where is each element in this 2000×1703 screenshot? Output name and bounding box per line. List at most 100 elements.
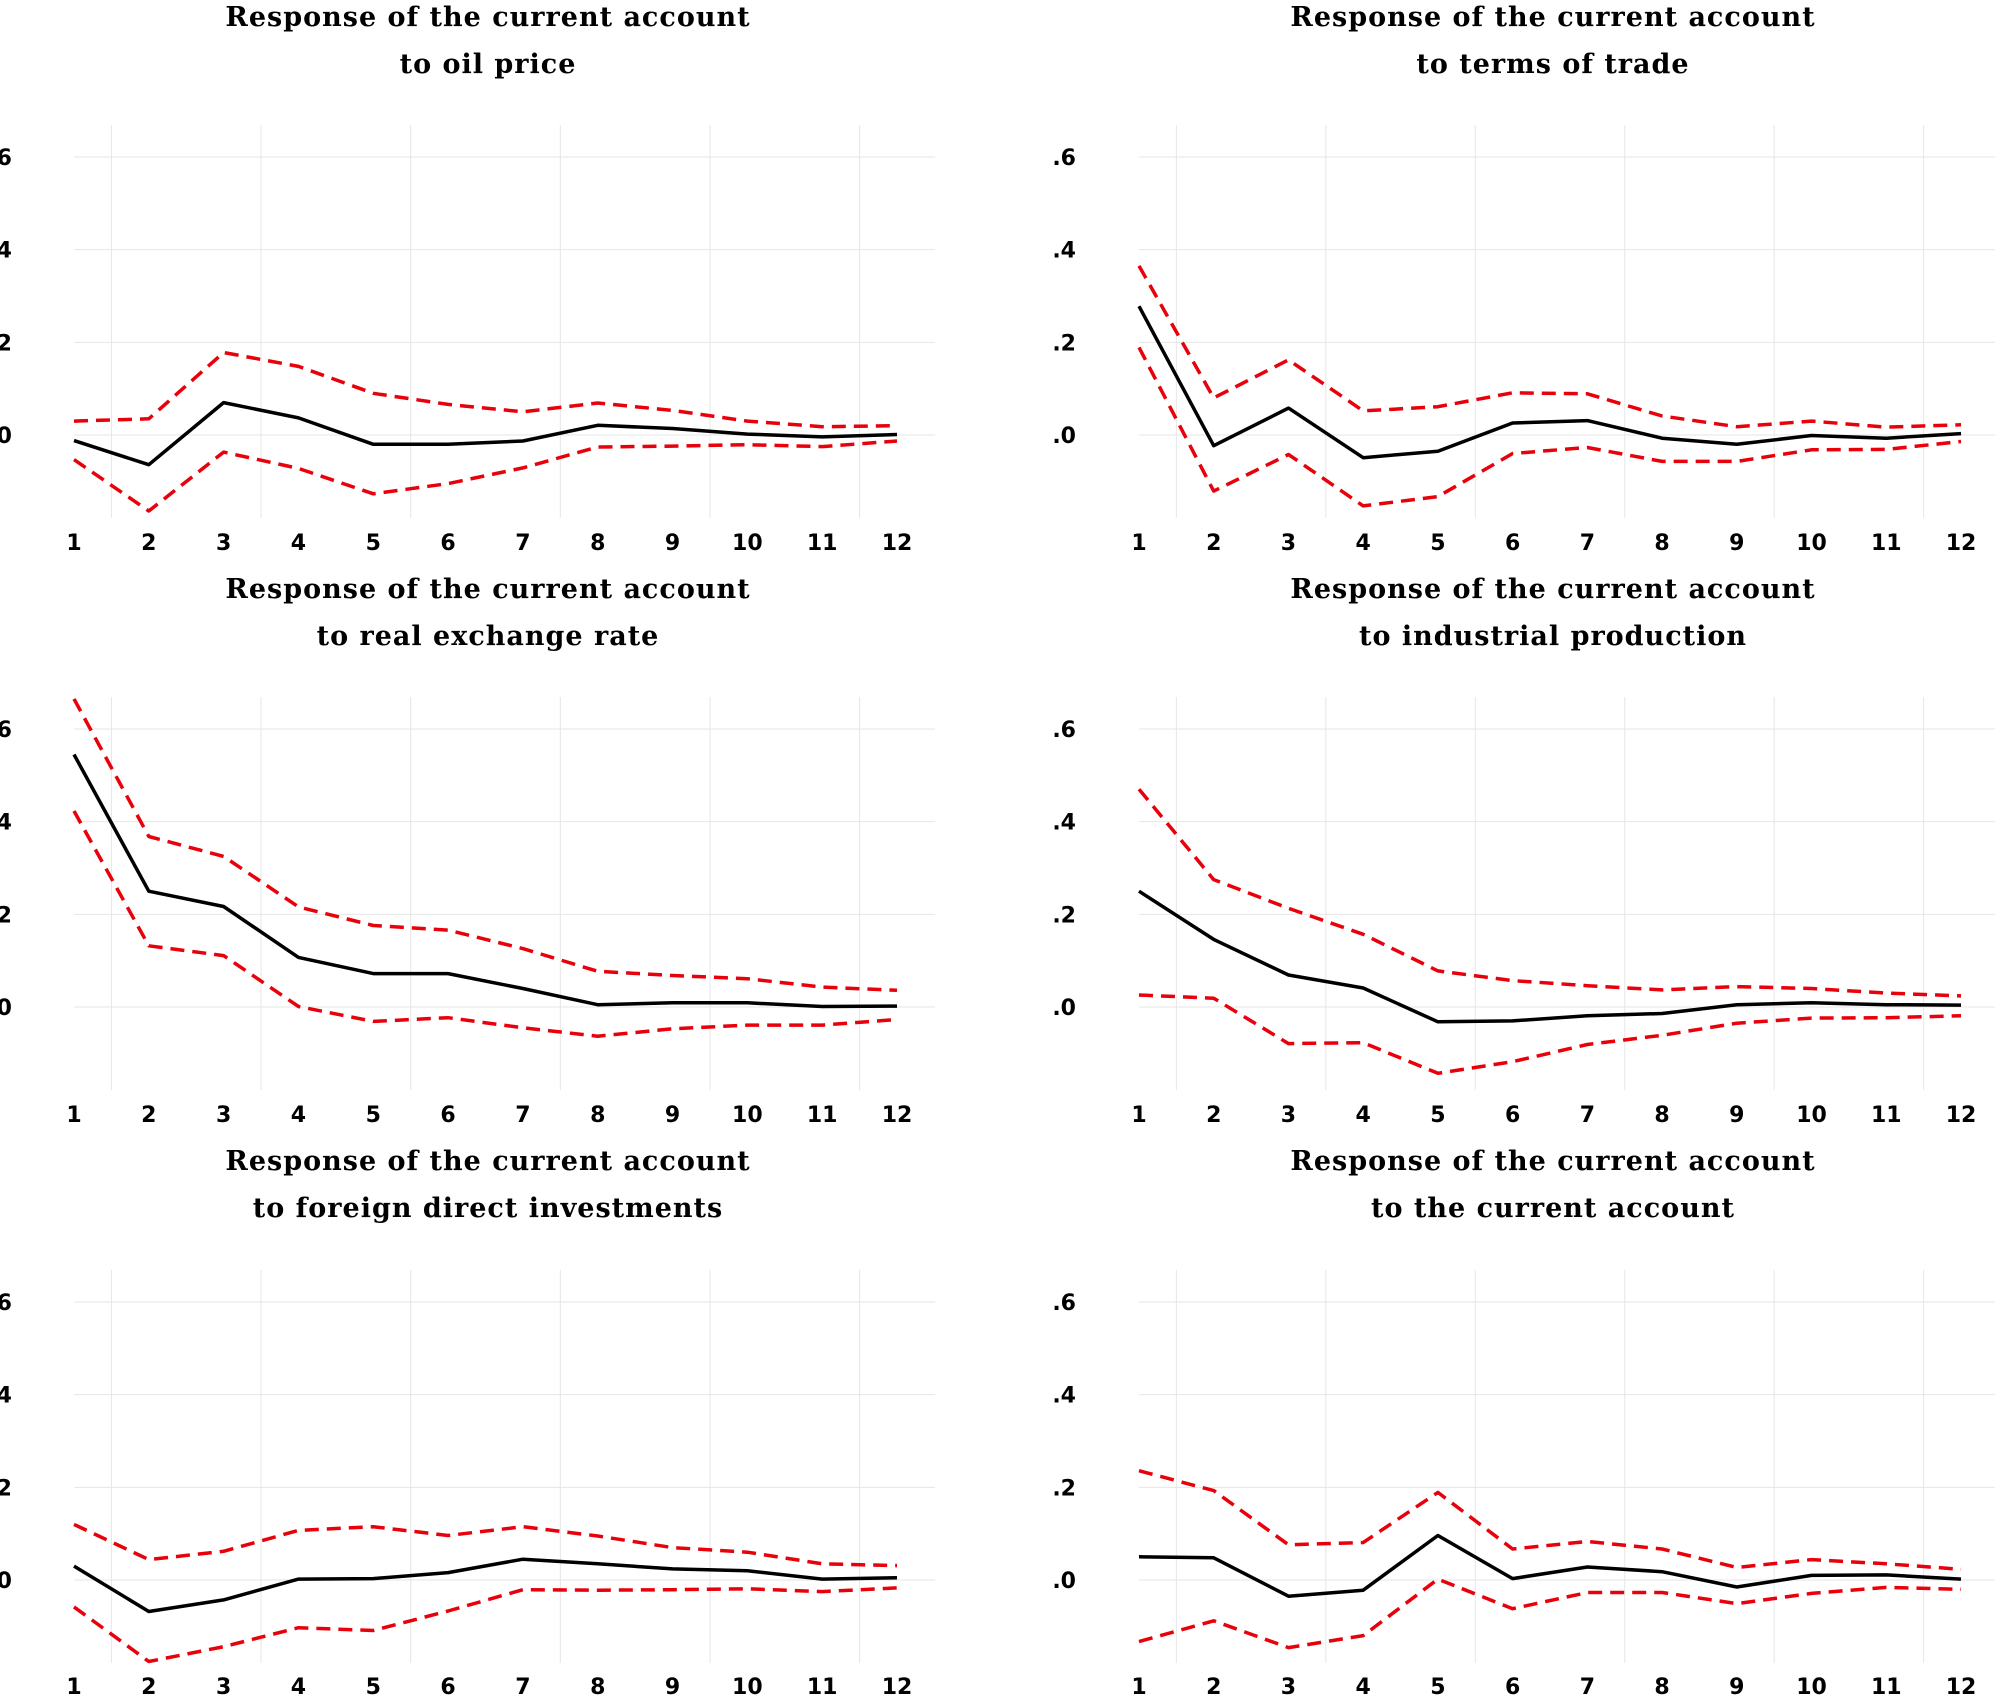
panel-title-line-1: Response of the current account [225,2,750,33]
panel-title-line-2: to oil price [400,49,577,80]
x-tick-label: 7 [1580,1675,1595,1700]
series-line-lower [72,810,898,1038]
y-tick-label: .2 [0,331,12,356]
series-line-upper [73,1522,898,1568]
y-tick-label: .0 [1052,424,1076,449]
x-tick-label: 12 [1946,531,1977,556]
x-tick-label: 12 [1946,1103,1977,1128]
x-tick-label: 4 [291,1103,306,1128]
x-tick-label: 6 [440,1675,455,1700]
x-tick-label: 9 [1729,1675,1744,1700]
x-tick-label: 11 [1871,531,1902,556]
x-tick-label: 7 [1580,1103,1595,1128]
chart-panel-6: Response of the current account to the cu… [1052,1146,1995,1700]
x-tick-label: 6 [1505,1675,1520,1700]
y-tick-label: .4 [1052,1384,1076,1409]
y-tick-label: .0 [0,424,12,449]
x-tick-label: 10 [732,1103,763,1128]
y-tick-label: .2 [1052,1476,1076,1501]
x-tick-label: 1 [1131,1675,1146,1700]
series-line-response [1137,305,1962,460]
x-tick-label: 4 [291,531,306,556]
panel-title-line-2: to the current account [1371,1193,1735,1224]
x-tick-label: 2 [141,1103,156,1128]
x-tick-label: 11 [1871,1103,1902,1128]
x-tick-label: 2 [141,1675,156,1700]
x-tick-label: 5 [1430,1675,1445,1700]
y-tick-label: .6 [1052,1291,1076,1316]
panel-title-line-1: Response of the current account [1290,1146,1815,1177]
y-tick-label: .4 [1052,811,1076,836]
y-tick-label: .2 [1052,903,1076,928]
series-line-upper [73,350,898,429]
y-tick-label: .6 [0,146,12,171]
x-tick-label: 3 [1281,531,1296,556]
panel-title-line-2: to foreign direct investments [253,1193,723,1224]
x-tick-label: 12 [1946,1675,1977,1700]
y-tick-label: .0 [1052,996,1076,1021]
series-line-response [73,1557,898,1614]
x-tick-label: 10 [732,1675,763,1700]
x-tick-label: 9 [665,531,680,556]
x-tick-label: 12 [882,1675,913,1700]
x-tick-label: 10 [1796,1103,1827,1128]
y-tick-label: .0 [0,996,12,1021]
x-tick-label: 9 [1729,531,1744,556]
x-tick-label: 8 [590,1103,605,1128]
x-tick-label: 6 [1505,1103,1520,1128]
x-tick-label: 12 [882,1103,913,1128]
series-line-upper [1138,1469,1962,1572]
series-line-upper [72,698,898,993]
series-line-lower [73,439,898,513]
x-tick-label: 3 [216,1103,231,1128]
chart-panel-3: Response of the current account to real e… [0,574,935,1128]
series-line-response [72,753,898,1009]
x-tick-label: 4 [1356,1103,1371,1128]
y-tick-label: .6 [1052,718,1076,743]
y-tick-label: .4 [1052,239,1076,264]
x-tick-label: 7 [515,1103,530,1128]
x-tick-label: 8 [1654,531,1669,556]
x-tick-label: 7 [515,531,530,556]
x-tick-label: 4 [1356,531,1371,556]
x-tick-label: 5 [1430,531,1445,556]
panel-title-line-2: to real exchange rate [317,621,660,652]
x-tick-label: 11 [1871,1675,1902,1700]
series-line-lower [1137,346,1962,508]
x-tick-label: 6 [1505,531,1520,556]
y-tick-label: .6 [0,1291,12,1316]
y-tick-label: .2 [0,1476,12,1501]
x-tick-label: 5 [366,1675,381,1700]
x-tick-label: 11 [807,531,838,556]
x-tick-label: 12 [882,531,913,556]
panel-title-line-1: Response of the current account [1290,2,1815,33]
x-tick-label: 8 [590,531,605,556]
x-tick-label: 1 [66,1675,81,1700]
x-tick-label: 10 [1796,531,1827,556]
x-tick-label: 3 [1281,1675,1296,1700]
x-tick-label: 2 [1206,1103,1221,1128]
panel-title-line-1: Response of the current account [225,1146,750,1177]
y-tick-label: .0 [1052,1569,1076,1594]
y-tick-label: .6 [0,718,12,743]
x-tick-label: 9 [665,1675,680,1700]
x-tick-label: 7 [1580,531,1595,556]
series-line-lower [1138,993,1962,1076]
x-tick-label: 7 [515,1675,530,1700]
y-tick-label: .4 [0,239,12,264]
x-tick-label: 2 [1206,531,1221,556]
chart-panel-2: Response of the current account to terms … [1052,2,1995,556]
x-tick-label: 5 [1430,1103,1445,1128]
x-tick-label: 2 [141,531,156,556]
x-tick-label: 5 [366,531,381,556]
x-tick-label: 9 [665,1103,680,1128]
x-tick-label: 1 [1131,531,1146,556]
y-tick-label: .2 [0,903,12,928]
x-tick-label: 11 [807,1675,838,1700]
chart-panel-4: Response of the current account to indust… [1052,574,1995,1128]
panel-title-line-1: Response of the current account [1290,574,1815,605]
series-line-response [73,400,898,467]
y-tick-label: .6 [1052,146,1076,171]
y-tick-label: .2 [1052,331,1076,356]
x-tick-label: 8 [590,1675,605,1700]
